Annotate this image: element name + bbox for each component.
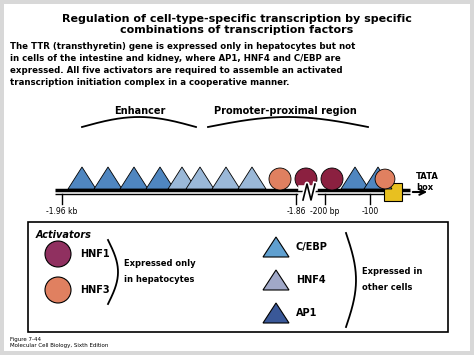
Polygon shape	[68, 167, 96, 189]
Text: combinations of transcription factors: combinations of transcription factors	[120, 25, 354, 35]
Circle shape	[269, 168, 291, 190]
Text: -100: -100	[361, 207, 379, 216]
Text: Activators: Activators	[36, 230, 92, 240]
Text: Molecular Cell Biology, Sixth Edition: Molecular Cell Biology, Sixth Edition	[10, 343, 109, 348]
Polygon shape	[94, 167, 122, 189]
Text: Enhancer: Enhancer	[114, 106, 166, 116]
Polygon shape	[168, 167, 196, 189]
Text: -1.86: -1.86	[286, 207, 306, 216]
Polygon shape	[186, 167, 214, 189]
Text: Expressed only: Expressed only	[124, 260, 196, 268]
Text: C/EBP: C/EBP	[296, 242, 328, 252]
Text: TATA
box: TATA box	[416, 172, 439, 192]
Polygon shape	[146, 167, 174, 189]
Polygon shape	[212, 167, 240, 189]
Text: -1.96 kb: -1.96 kb	[46, 207, 78, 216]
Circle shape	[321, 168, 343, 190]
Text: HNF1: HNF1	[80, 249, 109, 259]
Circle shape	[45, 241, 71, 267]
Text: Promoter-proximal region: Promoter-proximal region	[214, 106, 356, 116]
Polygon shape	[364, 167, 392, 189]
Polygon shape	[263, 237, 289, 257]
Text: -200 bp: -200 bp	[310, 207, 340, 216]
Polygon shape	[263, 303, 289, 323]
Text: Figure 7-44: Figure 7-44	[10, 337, 41, 342]
Polygon shape	[341, 167, 369, 189]
Text: Expressed in: Expressed in	[362, 268, 422, 277]
FancyBboxPatch shape	[4, 4, 470, 351]
Text: AP1: AP1	[296, 308, 318, 318]
Circle shape	[375, 169, 395, 189]
Text: The TTR (transthyretin) gene is expressed only in hepatocytes but not
in cells o: The TTR (transthyretin) gene is expresse…	[10, 42, 356, 87]
Text: other cells: other cells	[362, 284, 412, 293]
Text: HNF4: HNF4	[296, 275, 326, 285]
FancyBboxPatch shape	[28, 222, 448, 332]
Polygon shape	[238, 167, 266, 189]
Text: in hepatocytes: in hepatocytes	[124, 275, 194, 284]
Circle shape	[45, 277, 71, 303]
Circle shape	[295, 168, 317, 190]
Polygon shape	[120, 167, 148, 189]
Polygon shape	[263, 270, 289, 290]
FancyBboxPatch shape	[384, 183, 402, 201]
Text: Regulation of cell-type-specific transcription by specific: Regulation of cell-type-specific transcr…	[62, 14, 412, 24]
Text: HNF3: HNF3	[80, 285, 109, 295]
